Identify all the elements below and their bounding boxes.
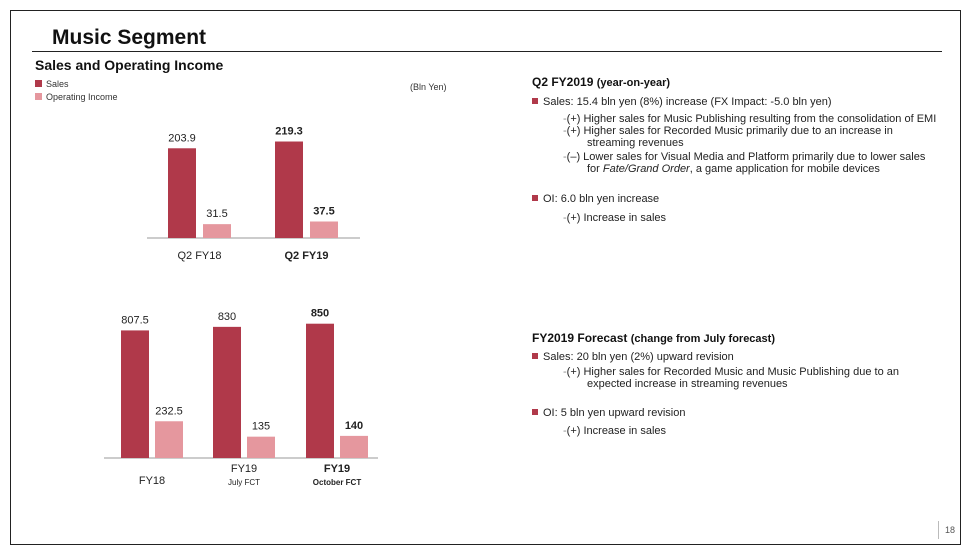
legend-oi-swatch [35, 93, 42, 100]
q2-sales-item-2: -(+) Higher sales for Recorded Music pri… [563, 125, 893, 149]
chart-2-category-sublabel-2: July FCT [228, 478, 260, 487]
bullet-square-icon [532, 195, 538, 201]
q2-heading: Q2 FY2019 (year-on-year) [532, 75, 670, 89]
chart-2-category-sublabel-3: October FCT [313, 478, 362, 487]
page-number: 18 [945, 525, 956, 535]
unit-label: (Bln Yen) [410, 82, 447, 92]
forecast-oi-item-1-text: (+) Increase in sales [566, 425, 667, 437]
chart-1-sales-label-1: 203.9 [168, 132, 196, 144]
forecast-oi-bullet: OI: 5 bln yen upward revision [532, 407, 685, 419]
forecast-heading: FY2019 Forecast (change from July foreca… [532, 331, 775, 345]
q2-oi-item-1-text: (+) Increase in sales [566, 212, 667, 224]
chart-1-oi-bar-1 [203, 224, 231, 238]
chart-2-oi-label-1: 232.5 [155, 405, 183, 417]
forecast-sales-item-1-line1: (+) Higher sales for Recorded Music and … [566, 366, 899, 378]
forecast-sales-bullet: Sales: 20 bln yen (2%) upward revision [532, 351, 734, 363]
chart-2-category-label-3: FY19 [324, 463, 350, 475]
chart-2-sales-bar-2 [213, 326, 241, 458]
chart-2-oi-label-3: 140 [345, 420, 363, 432]
q2-oi-bullet: OI: 6.0 bln yen increase [532, 193, 659, 205]
chart-2-oi-bar-1 [155, 421, 183, 458]
forecast-heading-text: FY2019 Forecast [532, 331, 628, 345]
chart-2-oi-bar-2 [247, 436, 275, 458]
chart-1-oi-label-1: 31.5 [206, 208, 227, 220]
q2-heading-sub: (year-on-year) [596, 77, 671, 89]
bullet-square-icon [532, 98, 538, 104]
forecast-sales-item-1: -(+) Higher sales for Recorded Music and… [563, 366, 899, 390]
chart-1-category-label-1: Q2 FY18 [177, 250, 221, 262]
q2-sales-item-2-line2: streaming revenues [587, 137, 684, 149]
q2-oi-text: OI: 6.0 bln yen increase [543, 193, 660, 205]
dash-marker: - [563, 212, 567, 224]
chart-1-sales-bar-1 [168, 148, 196, 238]
legend-sales-swatch [35, 80, 42, 87]
chart-2-oi-bar-3 [340, 435, 368, 458]
bullet-square-icon [532, 353, 538, 359]
forecast-sales-item-1-line2: expected increase in streaming revenues [587, 378, 788, 390]
chart-1-oi-label-2: 37.5 [313, 206, 334, 218]
chart-2-sales-label-3: 850 [311, 308, 329, 320]
dash-marker: - [563, 151, 567, 163]
q2-sales-item-2-line1: (+) Higher sales for Recorded Music prim… [566, 125, 893, 137]
chart-1-oi-bar-2 [310, 221, 338, 238]
chart-1-category-label-2: Q2 FY19 [284, 250, 328, 262]
page-title: Music Segment [52, 26, 207, 49]
dash-marker: - [563, 366, 567, 378]
chart-1-sales-label-2: 219.3 [275, 126, 303, 138]
q2-sales-item-1-text: (+) Higher sales for Music Publishing re… [566, 113, 937, 125]
chart-2-category-label-2: FY19 [231, 463, 257, 475]
q2-heading-text: Q2 FY2019 [532, 75, 594, 89]
bullet-square-icon [532, 409, 538, 415]
legend-sales: Sales [35, 79, 69, 89]
legend-operating-income: Operating Income [35, 92, 118, 102]
section-title: Sales and Operating Income [35, 57, 224, 73]
legend-sales-label: Sales [46, 79, 69, 89]
title-divider [32, 51, 942, 52]
q2-sales-bullet: Sales: 15.4 bln yen (8%) increase (FX Im… [532, 96, 832, 108]
q2-sales-item-3-post: , a game application for mobile devices [689, 163, 880, 175]
q2-sales-item-3-pre: for [587, 163, 603, 175]
q2-sales-item-3: -(–) Lower sales for Visual Media and Pl… [563, 151, 925, 175]
chart-2-sales-label-1: 807.5 [121, 314, 149, 326]
chart-2-category-label-1: FY18 [139, 475, 165, 487]
forecast-oi-text: OI: 5 bln yen upward revision [543, 407, 686, 419]
chart-2-sales-label-2: 830 [218, 311, 236, 323]
forecast-heading-sub: (change from July forecast) [630, 333, 775, 345]
dash-marker: - [563, 113, 567, 125]
q2-oi-item-1: -(+) Increase in sales [563, 212, 666, 224]
q2-sales-item-1: -(+) Higher sales for Music Publishing r… [563, 113, 936, 125]
q2-sales-item-3-line1: (–) Lower sales for Visual Media and Pla… [566, 151, 926, 163]
dash-marker: - [563, 125, 567, 137]
forecast-sales-text: Sales: 20 bln yen (2%) upward revision [543, 351, 734, 363]
dash-marker: - [563, 425, 567, 437]
q2-sales-item-3-line2: for Fate/Grand Order, a game application… [563, 163, 925, 175]
chart-2-sales-bar-1 [121, 330, 149, 458]
q2-sales-item-3-italic: Fate/Grand Order [602, 163, 690, 175]
chart-2-sales-bar-3 [306, 323, 334, 458]
legend-oi-label: Operating Income [46, 92, 118, 102]
forecast-oi-item-1: -(+) Increase in sales [563, 425, 666, 437]
page-number-divider [938, 521, 939, 539]
chart-2-oi-label-2: 135 [252, 421, 270, 433]
chart-1-sales-bar-2 [275, 141, 303, 238]
q2-sales-text: Sales: 15.4 bln yen (8%) increase (FX Im… [543, 96, 832, 108]
